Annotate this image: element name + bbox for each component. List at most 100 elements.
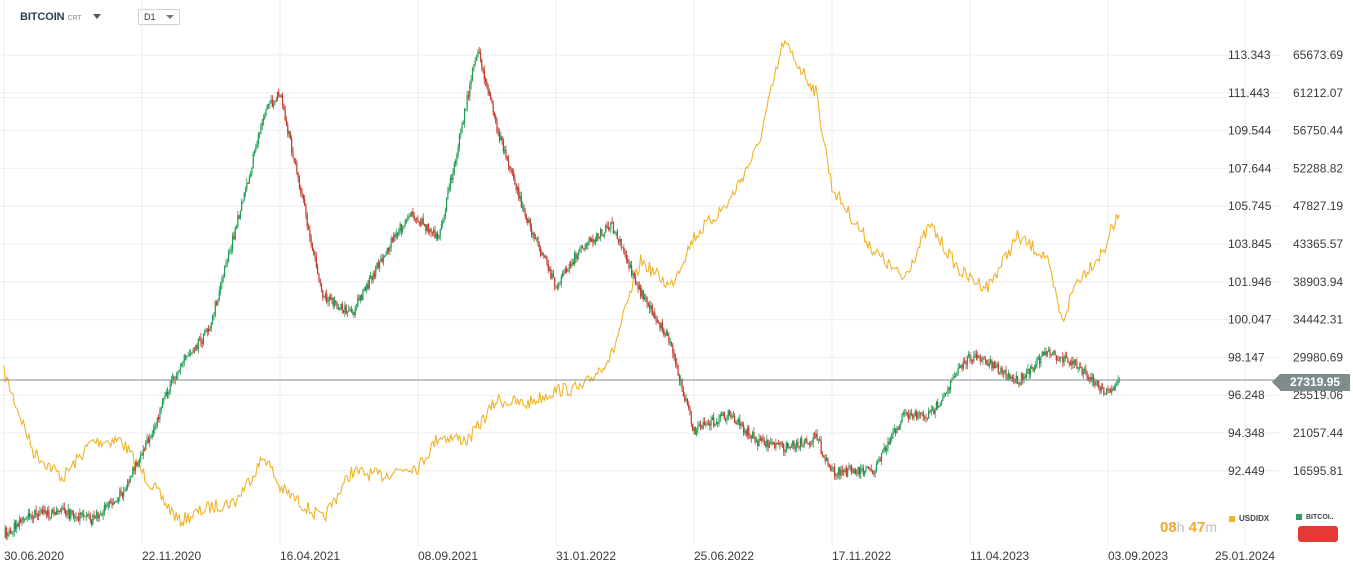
- candle-body: [1082, 369, 1084, 375]
- candle-body: [998, 372, 1001, 373]
- candle-body: [138, 459, 140, 463]
- chevron-down-icon: [166, 15, 174, 19]
- candle-body: [909, 412, 911, 420]
- candle-body: [630, 264, 633, 276]
- candle-body: [403, 225, 405, 229]
- candle-body: [235, 226, 238, 228]
- candle-body: [241, 202, 243, 211]
- candle-body: [1058, 360, 1060, 362]
- candle-body: [677, 364, 679, 376]
- candle-body: [178, 370, 180, 372]
- candle-body: [363, 288, 365, 290]
- candle-body: [1029, 366, 1032, 375]
- candle-body: [466, 95, 468, 109]
- candle-body: [156, 417, 158, 425]
- candle-body: [481, 59, 483, 68]
- candle-body: [275, 100, 277, 102]
- candle-body: [66, 514, 68, 516]
- candle-body: [1048, 349, 1050, 352]
- symbol-selector[interactable]: BITCOIN CRT: [20, 11, 82, 23]
- candle-body: [884, 447, 886, 451]
- candle-body: [504, 149, 506, 152]
- candle-body: [529, 219, 531, 228]
- candle-body: [183, 355, 185, 363]
- x-tick-label: 17.11.2022: [832, 549, 891, 563]
- candle-body: [158, 417, 160, 420]
- candle-body: [143, 449, 146, 451]
- candle-body: [887, 441, 889, 449]
- candle-body: [398, 230, 400, 236]
- candle-body: [210, 322, 212, 329]
- candle-body: [130, 475, 133, 477]
- legend-usdidx[interactable]: USDIDX: [1229, 514, 1269, 523]
- candle-body: [444, 211, 446, 217]
- candle-body: [937, 402, 939, 408]
- candle-body: [355, 306, 358, 309]
- candle-body: [582, 246, 584, 249]
- candle-body: [698, 424, 700, 426]
- candle-body: [39, 510, 41, 516]
- candle-body: [539, 247, 542, 256]
- candle-body: [993, 362, 996, 369]
- candle-body: [146, 438, 148, 443]
- timeframe-select[interactable]: D1: [138, 9, 180, 25]
- candle-body: [774, 442, 776, 448]
- candle-body: [771, 442, 773, 445]
- candle-body: [917, 413, 919, 420]
- candle-body: [26, 517, 28, 519]
- candle-body: [1117, 379, 1119, 384]
- bitcoin-tick-label: 43365.57: [1293, 237, 1343, 251]
- candle-body: [983, 358, 985, 360]
- candle-body: [900, 422, 902, 426]
- candle-body: [288, 131, 290, 135]
- candle-body: [971, 360, 974, 362]
- legend-bitcoin[interactable]: BITCOI..: [1296, 514, 1334, 521]
- candle-body: [79, 512, 81, 521]
- candle-body: [849, 466, 851, 468]
- candle-body: [509, 165, 511, 168]
- candle-body: [958, 367, 961, 369]
- candle-body: [395, 233, 397, 237]
- candle-body: [425, 224, 427, 231]
- usdidx-tick-label: 92.449: [1228, 464, 1265, 478]
- candle-body: [486, 81, 488, 86]
- candle-body: [65, 509, 67, 515]
- candle-body: [1113, 386, 1115, 391]
- candle-body: [986, 360, 988, 364]
- candle-body: [902, 412, 904, 415]
- candle-body: [93, 515, 95, 518]
- candle-body: [423, 224, 426, 225]
- candle-body: [492, 102, 494, 113]
- candle-body: [188, 354, 190, 356]
- candle-body: [493, 112, 496, 117]
- candle-body: [166, 391, 169, 395]
- candle-body: [827, 458, 829, 465]
- candle-body: [182, 362, 184, 364]
- candle-body: [394, 234, 396, 237]
- candle-body: [318, 273, 320, 280]
- candle-body: [667, 333, 669, 337]
- candle-body: [434, 230, 436, 238]
- candle-body: [904, 412, 906, 414]
- candle-body: [107, 503, 109, 507]
- candle-body: [407, 216, 409, 220]
- candle-body: [262, 118, 265, 122]
- candle-body: [9, 530, 12, 534]
- candle-body: [1057, 360, 1059, 361]
- chevron-down-icon[interactable]: [93, 14, 101, 19]
- candle-body: [173, 376, 175, 381]
- usdidx-tick-label: 96.248: [1228, 388, 1265, 402]
- candle-body: [726, 419, 728, 421]
- candle-body: [869, 468, 871, 470]
- candle-body: [634, 276, 637, 285]
- candle-body: [568, 264, 570, 269]
- candle-body: [94, 517, 97, 519]
- alert-button[interactable]: [1298, 526, 1338, 542]
- candle-body: [1009, 373, 1011, 379]
- candle-body: [335, 300, 337, 303]
- bitcoin-tick-label: 52288.82: [1293, 161, 1343, 175]
- candle-body: [414, 218, 417, 220]
- candle-body: [341, 303, 343, 311]
- candle-body: [41, 510, 44, 514]
